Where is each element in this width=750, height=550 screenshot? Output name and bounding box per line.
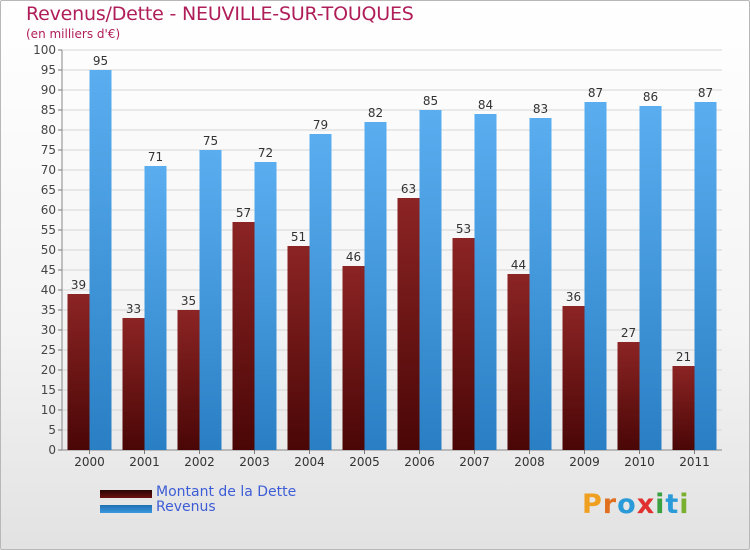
data-label-revenus-2006: 85: [423, 94, 438, 108]
y-tick-label: 100: [33, 43, 56, 57]
data-label-dette-2001: 33: [126, 302, 141, 316]
data-label-revenus-2007: 84: [478, 98, 493, 112]
x-tick-label-2001: 2001: [129, 455, 160, 469]
bar-dette-2008: [507, 274, 530, 450]
y-tick-label: 15: [41, 383, 56, 397]
logo-letter: i: [679, 489, 690, 520]
x-tick-label-2007: 2007: [459, 455, 490, 469]
data-label-revenus-2004: 79: [313, 118, 328, 132]
data-label-revenus-2011: 87: [698, 86, 713, 100]
bar-revenus-2011: [694, 102, 717, 450]
y-tick-label: 40: [41, 283, 56, 297]
legend-label-revenus: Revenus: [156, 499, 216, 515]
y-tick-label: 50: [41, 243, 56, 257]
legend-label-dette: Montant de la Dette: [156, 484, 297, 500]
data-label-dette-2005: 46: [346, 250, 361, 264]
y-tick-label: 45: [41, 263, 56, 277]
bar-revenus-2000: [89, 70, 112, 450]
y-tick-label: 10: [41, 403, 56, 417]
legend-swatch-dette: [100, 490, 152, 498]
bar-dette-2000: [67, 294, 90, 450]
data-label-revenus-2001: 71: [148, 150, 163, 164]
data-label-dette-2010: 27: [621, 326, 636, 340]
data-label-revenus-2010: 86: [643, 90, 658, 104]
x-tick-label-2009: 2009: [569, 455, 600, 469]
y-tick-label: 75: [41, 143, 56, 157]
y-tick-label: 0: [48, 443, 56, 457]
y-tick-label: 80: [41, 123, 56, 137]
bar-revenus-2010: [639, 106, 662, 450]
bar-revenus-2007: [474, 114, 497, 450]
y-tick-label: 85: [41, 103, 56, 117]
bar-dette-2001: [122, 318, 145, 450]
data-label-revenus-2003: 72: [258, 146, 273, 160]
data-label-dette-2008: 44: [511, 258, 526, 272]
y-tick-label: 25: [41, 343, 56, 357]
y-tick-label: 5: [48, 423, 56, 437]
y-tick-label: 90: [41, 83, 56, 97]
x-tick-label-2004: 2004: [294, 455, 325, 469]
data-label-dette-2004: 51: [291, 230, 306, 244]
x-tick-label-2005: 2005: [349, 455, 380, 469]
y-tick-label: 55: [41, 223, 56, 237]
data-label-dette-2007: 53: [456, 222, 471, 236]
data-label-dette-2009: 36: [566, 290, 581, 304]
data-label-dette-2002: 35: [181, 294, 196, 308]
x-tick-label-2000: 2000: [74, 455, 105, 469]
bar-revenus-2006: [419, 110, 442, 450]
y-tick-label: 35: [41, 303, 56, 317]
logo-letter: x: [636, 489, 656, 520]
chart-subtitle: (en milliers d'€): [26, 27, 121, 41]
x-tick-label-2002: 2002: [184, 455, 215, 469]
bar-dette-2011: [672, 366, 695, 450]
data-label-revenus-2005: 82: [368, 106, 383, 120]
proxiti-logo: Proxiti: [582, 489, 690, 520]
bar-revenus-2002: [199, 150, 222, 450]
bar-revenus-2008: [529, 118, 552, 450]
logo-letter: P: [582, 489, 603, 520]
bar-dette-2010: [617, 342, 640, 450]
x-tick-label-2003: 2003: [239, 455, 270, 469]
data-label-dette-2003: 57: [236, 206, 251, 220]
data-label-revenus-2008: 83: [533, 102, 548, 116]
logo-letter: t: [665, 489, 680, 520]
bar-dette-2007: [452, 238, 475, 450]
data-label-revenus-2009: 87: [588, 86, 603, 100]
bar-dette-2003: [232, 222, 255, 450]
bar-dette-2002: [177, 310, 200, 450]
y-tick-label: 70: [41, 163, 56, 177]
y-tick-label: 95: [41, 63, 56, 77]
x-tick-label-2010: 2010: [624, 455, 655, 469]
chart-title: Revenus/Dette - NEUVILLE-SUR-TOUQUES: [26, 3, 414, 25]
y-tick-label: 20: [41, 363, 56, 377]
logo-letter: o: [617, 489, 637, 520]
bar-dette-2006: [397, 198, 420, 450]
bar-revenus-2004: [309, 134, 332, 450]
logo-letter: r: [602, 489, 618, 520]
bar-revenus-2005: [364, 122, 387, 450]
x-tick-label-2011: 2011: [679, 455, 710, 469]
bar-dette-2004: [287, 246, 310, 450]
data-label-revenus-2000: 95: [93, 54, 108, 68]
bar-revenus-2009: [584, 102, 607, 450]
y-tick-label: 65: [41, 183, 56, 197]
legend-swatch-revenus: [100, 505, 152, 513]
data-label-dette-2006: 63: [401, 182, 416, 196]
y-tick-label: 30: [41, 323, 56, 337]
bar-dette-2009: [562, 306, 585, 450]
bar-dette-2005: [342, 266, 365, 450]
logo-letter: i: [655, 489, 666, 520]
bar-revenus-2003: [254, 162, 277, 450]
data-label-revenus-2002: 75: [203, 134, 218, 148]
x-tick-label-2008: 2008: [514, 455, 545, 469]
data-label-dette-2011: 21: [676, 350, 691, 364]
y-tick-label: 60: [41, 203, 56, 217]
x-tick-label-2006: 2006: [404, 455, 435, 469]
bar-revenus-2001: [144, 166, 167, 450]
data-label-dette-2000: 39: [71, 278, 86, 292]
